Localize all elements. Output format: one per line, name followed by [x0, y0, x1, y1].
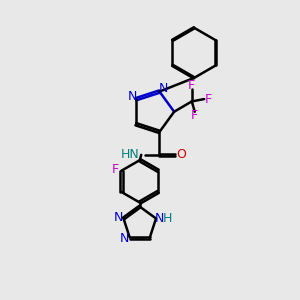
Text: N: N	[114, 212, 123, 224]
Text: F: F	[112, 163, 119, 176]
Text: N: N	[127, 90, 137, 103]
Text: N: N	[155, 212, 164, 225]
Text: N: N	[159, 82, 168, 95]
Text: HN: HN	[121, 148, 140, 161]
Text: F: F	[205, 93, 212, 106]
Text: O: O	[177, 148, 187, 161]
Text: H: H	[163, 212, 172, 225]
Text: N: N	[120, 232, 129, 245]
Text: F: F	[191, 109, 198, 122]
Text: F: F	[188, 79, 195, 92]
